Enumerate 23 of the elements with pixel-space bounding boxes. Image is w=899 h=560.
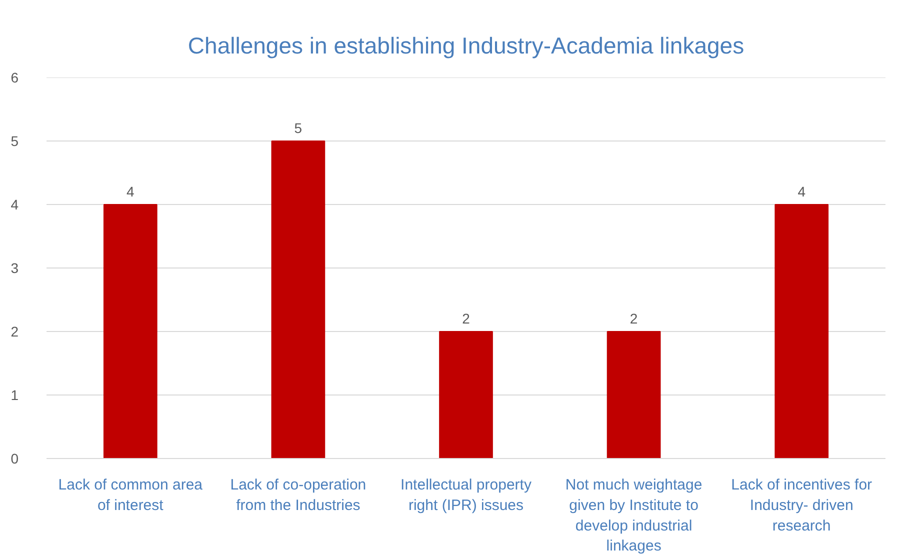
bar: [103, 204, 158, 458]
y-tick-label: 5: [10, 133, 19, 149]
x-tick-label: Not much weightage given by Institute to develop industrial linkages: [565, 476, 702, 555]
y-tick-label: 1: [10, 387, 19, 403]
bar: [271, 140, 326, 458]
y-tick-label: 4: [10, 196, 19, 212]
x-tick-label: Intellectual property right (IPR) issues: [400, 476, 532, 514]
y-tick-label: 2: [10, 324, 19, 340]
x-tick-label: Lack of common area of interest: [58, 476, 204, 514]
x-tick-label: Lack of incentives for Industry- driven research: [731, 476, 872, 534]
data-label: 4: [126, 184, 135, 200]
data-label: 4: [798, 184, 806, 200]
chart-title: Challenges in establishing Industry-Academia linkages: [188, 32, 744, 58]
y-tick-label: 0: [10, 450, 19, 466]
bar: [606, 331, 661, 458]
y-tick-label: 6: [10, 70, 19, 86]
bar: [439, 331, 493, 458]
data-label: 2: [630, 310, 638, 326]
bar: [774, 204, 829, 458]
x-tick-label: Lack of co-operation from the Industries: [230, 476, 366, 514]
data-label: 2: [462, 310, 470, 326]
data-label: 5: [294, 120, 302, 136]
y-tick-label: 3: [10, 260, 19, 276]
